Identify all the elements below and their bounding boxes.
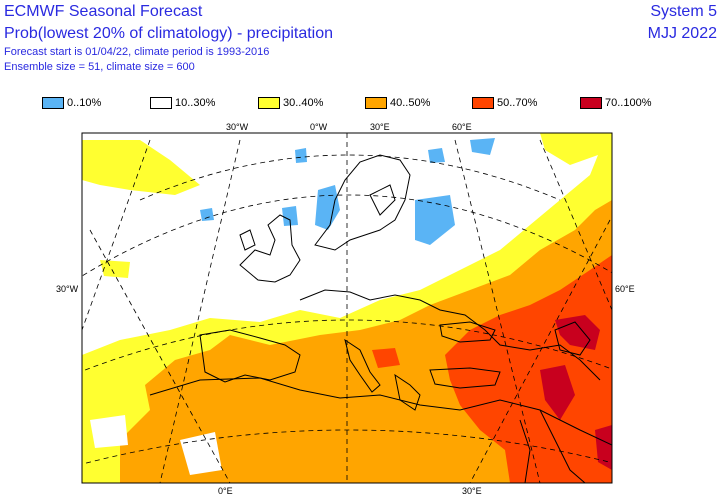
axis-label-top-0w: 0°W xyxy=(310,122,328,132)
season-period-label: MJJ 2022 xyxy=(647,25,717,42)
legend-item-40-50: 40..50% xyxy=(365,96,430,110)
legend-label: 30..40% xyxy=(283,97,324,109)
forecast-start-line: Forecast start is 01/04/22, climate peri… xyxy=(4,46,270,58)
forecast-subtitle: Prob(lowest 20% of climatology) - precip… xyxy=(4,25,334,42)
ensemble-size-line: Ensemble size = 51, climate size = 600 xyxy=(4,61,195,73)
axis-label-bottom-0e: 0°E xyxy=(218,486,233,496)
probability-legend: 0..10% 10..30% 30..40% 40..50% 50..70% 7… xyxy=(0,96,725,112)
legend-swatch xyxy=(42,97,64,109)
legend-label: 0..10% xyxy=(67,97,102,109)
axis-label-top-60e: 60°E xyxy=(452,122,472,132)
legend-swatch xyxy=(580,97,602,109)
legend-label: 70..100% xyxy=(605,97,652,109)
axis-label-right-60e: 60°E xyxy=(615,284,635,294)
legend-item-10-30: 10..30% xyxy=(150,96,215,110)
legend-item-0-10: 0..10% xyxy=(42,96,101,110)
legend-swatch xyxy=(150,97,172,109)
legend-swatch xyxy=(258,97,280,109)
legend-item-50-70: 50..70% xyxy=(472,96,537,110)
forecast-title: ECMWF Seasonal Forecast xyxy=(4,3,203,20)
legend-item-70-100: 70..100% xyxy=(580,96,651,110)
system-label: System 5 xyxy=(650,3,717,20)
legend-label: 50..70% xyxy=(497,97,538,109)
legend-item-30-40: 30..40% xyxy=(258,96,323,110)
graticule xyxy=(82,133,612,483)
axis-label-left-30w: 30°W xyxy=(56,284,79,294)
coastlines xyxy=(149,154,612,483)
legend-label: 10..30% xyxy=(175,97,216,109)
legend-swatch xyxy=(365,97,387,109)
axis-label-bottom-30e: 30°E xyxy=(462,486,482,496)
map-frame xyxy=(81,132,613,484)
legend-swatch xyxy=(472,97,494,109)
axis-label-top-30e: 30°E xyxy=(370,122,390,132)
axis-label-top-30w: 30°W xyxy=(226,122,249,132)
legend-label: 40..50% xyxy=(390,97,431,109)
